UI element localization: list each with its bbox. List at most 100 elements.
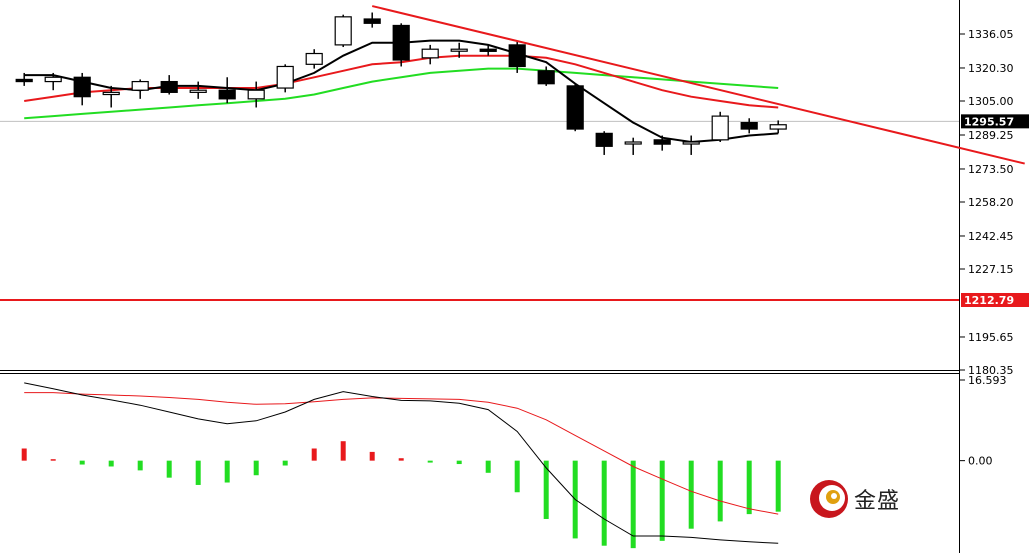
candle — [131, 79, 149, 99]
brand-logo: 金盛 — [808, 478, 900, 520]
candle — [160, 75, 178, 95]
macd-bar — [775, 460, 781, 512]
macd-bar — [514, 460, 520, 493]
candle — [247, 81, 265, 108]
candle — [421, 44, 439, 65]
candle-body — [769, 124, 787, 130]
macd-bar — [659, 460, 665, 541]
macd-bar — [195, 460, 201, 485]
candle — [450, 42, 468, 58]
price-tick-label: 1273.50 — [968, 163, 1014, 176]
candle — [624, 137, 642, 155]
candle-body — [189, 89, 207, 93]
candle — [595, 131, 613, 155]
macd-bar — [253, 460, 259, 476]
macd-bar — [485, 460, 491, 473]
macd-bar — [746, 460, 752, 515]
candle — [769, 120, 787, 134]
candle — [392, 23, 410, 67]
candle — [537, 66, 555, 86]
candle — [218, 77, 236, 104]
candle-body — [15, 78, 33, 83]
price-tick-label: 1320.30 — [968, 62, 1014, 75]
price-tick-label: 1336.05 — [968, 28, 1014, 41]
candle-body — [363, 18, 381, 24]
candle — [508, 40, 526, 73]
macd-bar — [427, 460, 433, 463]
candle-body — [73, 76, 91, 98]
macd-bar — [717, 460, 723, 522]
support-price-tag — [961, 292, 1029, 307]
candle — [740, 118, 758, 134]
macd-main-line — [24, 382, 779, 544]
candle — [73, 72, 91, 106]
macd-tick-label: 0.00 — [968, 455, 993, 468]
candle-body — [247, 89, 265, 100]
candle — [653, 135, 671, 151]
candle — [305, 49, 323, 69]
macd-tick-label: 16.593 — [968, 374, 1007, 387]
macd-bar — [282, 460, 288, 466]
price-tick-label: 1289.25 — [968, 129, 1014, 142]
jinsheng-logo-icon — [810, 480, 848, 518]
price-tick-label: 1242.45 — [968, 230, 1014, 243]
macd-bar — [688, 460, 694, 529]
macd-bar — [630, 460, 636, 549]
macd-bar — [456, 460, 462, 465]
candle-body — [653, 139, 671, 145]
ma-long-line — [24, 67, 779, 120]
support-price-label: 1212.79 — [964, 294, 1014, 307]
macd-bar — [137, 460, 143, 471]
candle-body — [334, 16, 352, 46]
candle-body — [740, 121, 758, 130]
candle-body — [624, 141, 642, 145]
price-tick-label: 1227.15 — [968, 263, 1014, 276]
macd-bar — [543, 460, 549, 519]
macd-bar — [311, 448, 317, 461]
current-price-label: 1295.57 — [964, 115, 1014, 128]
candle-body — [102, 91, 120, 96]
macd-bar — [79, 460, 85, 465]
candle — [682, 135, 700, 155]
candle-body — [392, 24, 410, 61]
candle-body — [421, 48, 439, 59]
macd-bar — [601, 460, 607, 546]
macd-bar — [224, 460, 230, 483]
price-tick-label: 1258.20 — [968, 196, 1014, 209]
candle — [44, 72, 62, 91]
candle — [334, 14, 352, 48]
candle-body — [566, 85, 584, 130]
candle-body — [276, 65, 294, 89]
trendline — [371, 5, 1025, 165]
candle — [276, 64, 294, 93]
price-tick-label: 1180.35 — [968, 364, 1014, 377]
candle — [15, 72, 33, 86]
candle-body — [131, 80, 149, 91]
candle — [479, 44, 497, 56]
candle-body — [711, 115, 729, 141]
macd-bar — [340, 441, 346, 461]
candle-body — [305, 52, 323, 65]
macd-bar — [398, 458, 404, 461]
candle-body — [218, 89, 236, 100]
candle — [566, 83, 584, 132]
logo-text: 金盛 — [854, 489, 901, 514]
macd-bar — [21, 448, 27, 461]
macd-bar — [166, 460, 172, 478]
candle-body — [508, 44, 526, 68]
candle-body — [537, 70, 555, 85]
macd-bar — [108, 460, 114, 467]
candle-body — [44, 76, 62, 83]
price-tick-label: 1305.00 — [968, 95, 1014, 108]
price-tick-label: 1195.65 — [968, 331, 1014, 344]
candle — [711, 111, 729, 143]
macd-signal-line — [24, 392, 779, 515]
candle — [102, 85, 120, 108]
candle — [363, 12, 381, 28]
candle-body — [479, 48, 497, 52]
candle-body — [450, 48, 468, 52]
candle-body — [595, 132, 613, 147]
macd-bar — [369, 451, 375, 461]
current-price-tag — [961, 114, 1029, 129]
